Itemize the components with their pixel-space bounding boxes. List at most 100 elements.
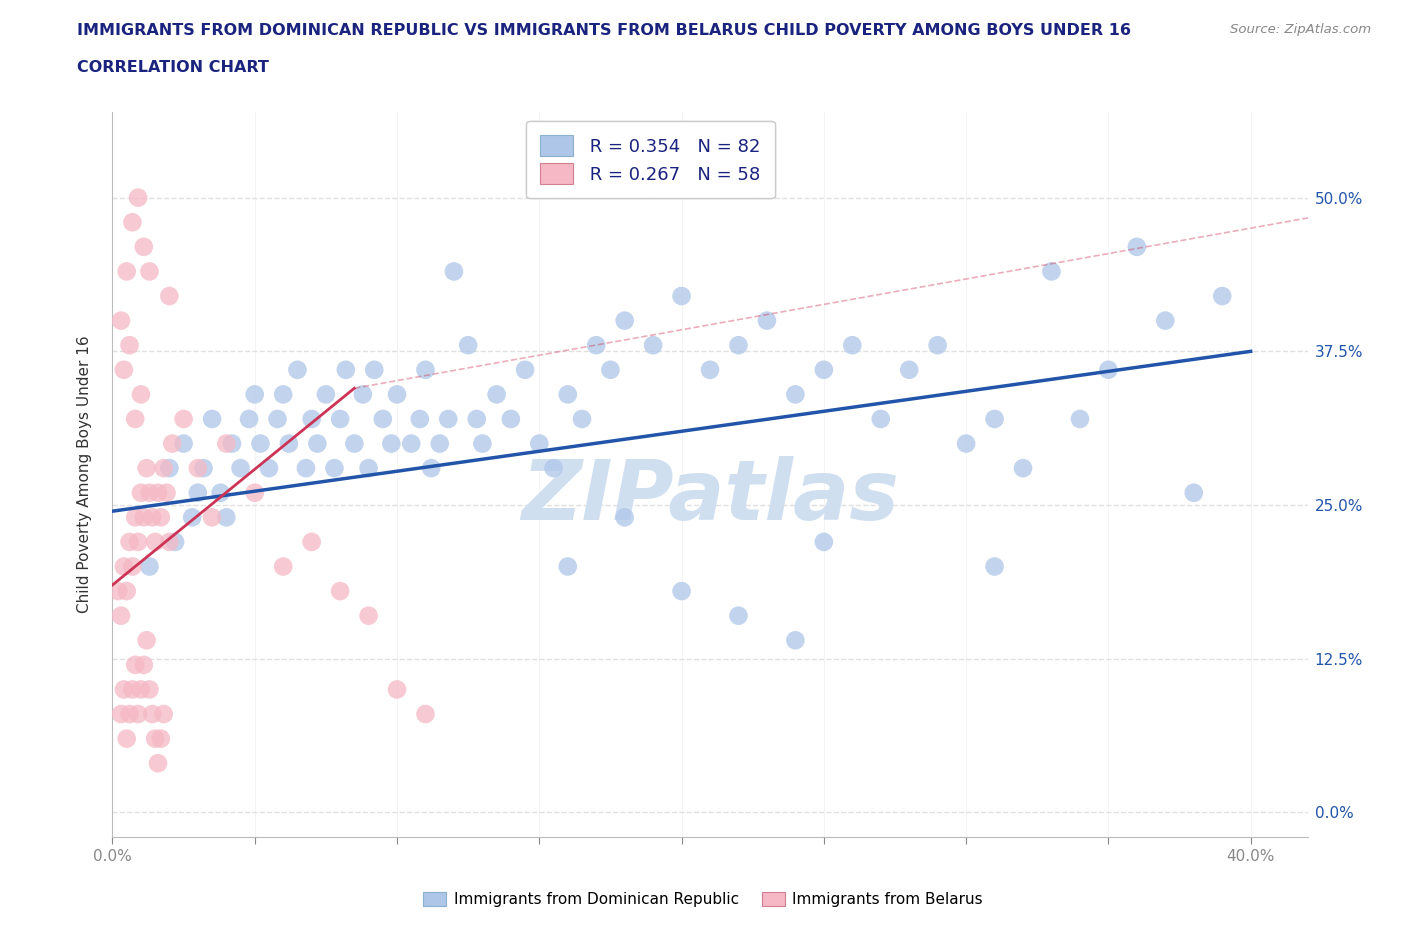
Point	[841, 338, 863, 352]
Point	[983, 559, 1005, 574]
Point	[301, 535, 323, 550]
Point	[124, 412, 146, 427]
Point	[927, 338, 949, 352]
Point	[485, 387, 508, 402]
Point	[271, 559, 294, 574]
Point	[437, 412, 460, 427]
Point	[149, 510, 172, 525]
Point	[420, 460, 443, 475]
Point	[155, 485, 177, 500]
Point	[149, 731, 172, 746]
Point	[755, 313, 778, 328]
Point	[465, 412, 488, 427]
Point	[127, 707, 149, 722]
Point	[415, 707, 437, 722]
Point	[138, 682, 160, 697]
Point	[124, 510, 146, 525]
Point	[585, 338, 607, 352]
Point	[141, 510, 163, 525]
Point	[357, 460, 380, 475]
Point	[1154, 313, 1177, 328]
Point	[266, 412, 288, 427]
Point	[165, 535, 187, 550]
Point	[727, 338, 749, 352]
Point	[118, 707, 141, 722]
Point	[529, 436, 551, 451]
Point	[869, 412, 891, 427]
Point	[132, 510, 155, 525]
Point	[121, 682, 143, 697]
Point	[1097, 363, 1119, 378]
Point	[295, 460, 318, 475]
Point	[249, 436, 271, 451]
Point	[152, 460, 174, 475]
Point	[107, 584, 129, 599]
Point	[415, 363, 437, 378]
Point	[152, 707, 174, 722]
Point	[157, 460, 180, 475]
Point	[238, 412, 260, 427]
Point	[157, 535, 180, 550]
Point	[699, 363, 721, 378]
Point	[143, 535, 166, 550]
Point	[613, 313, 636, 328]
Point	[1040, 264, 1063, 279]
Point	[363, 363, 385, 378]
Point	[221, 436, 243, 451]
Point	[380, 436, 402, 451]
Point	[785, 387, 807, 402]
Point	[138, 485, 160, 500]
Point	[1126, 239, 1149, 254]
Point	[112, 363, 135, 378]
Point	[201, 412, 224, 427]
Point	[243, 485, 266, 500]
Point	[335, 363, 357, 378]
Point	[671, 288, 693, 303]
Text: Source: ZipAtlas.com: Source: ZipAtlas.com	[1230, 23, 1371, 36]
Point	[785, 632, 807, 647]
Point	[323, 460, 346, 475]
Point	[110, 313, 132, 328]
Text: ZIPatlas: ZIPatlas	[522, 456, 898, 537]
Point	[121, 215, 143, 230]
Point	[329, 584, 352, 599]
Point	[315, 387, 337, 402]
Text: CORRELATION CHART: CORRELATION CHART	[77, 60, 269, 75]
Point	[129, 387, 152, 402]
Point	[118, 535, 141, 550]
Point	[307, 436, 329, 451]
Point	[543, 460, 565, 475]
Text: IMMIGRANTS FROM DOMINICAN REPUBLIC VS IMMIGRANTS FROM BELARUS CHILD POVERTY AMON: IMMIGRANTS FROM DOMINICAN REPUBLIC VS IM…	[77, 23, 1132, 38]
Point	[983, 412, 1005, 427]
Point	[181, 510, 204, 525]
Point	[132, 239, 155, 254]
Point	[257, 460, 280, 475]
Point	[229, 460, 252, 475]
Point	[287, 363, 309, 378]
Legend:  R = 0.354   N = 82,  R = 0.267   N = 58: R = 0.354 N = 82, R = 0.267 N = 58	[526, 121, 775, 198]
Point	[671, 584, 693, 599]
Point	[162, 436, 183, 451]
Point	[329, 412, 352, 427]
Point	[301, 412, 323, 427]
Point	[499, 412, 522, 427]
Point	[513, 363, 536, 378]
Point	[813, 363, 835, 378]
Point	[112, 682, 135, 697]
Point	[215, 510, 238, 525]
Point	[143, 731, 166, 746]
Point	[141, 707, 163, 722]
Point	[193, 460, 215, 475]
Point	[1069, 412, 1091, 427]
Point	[118, 338, 141, 352]
Point	[201, 510, 224, 525]
Point	[124, 658, 146, 672]
Point	[599, 363, 621, 378]
Point	[613, 510, 636, 525]
Point	[129, 485, 152, 500]
Point	[401, 436, 423, 451]
Point	[277, 436, 299, 451]
Point	[187, 460, 209, 475]
Point	[443, 264, 465, 279]
Point	[146, 756, 169, 771]
